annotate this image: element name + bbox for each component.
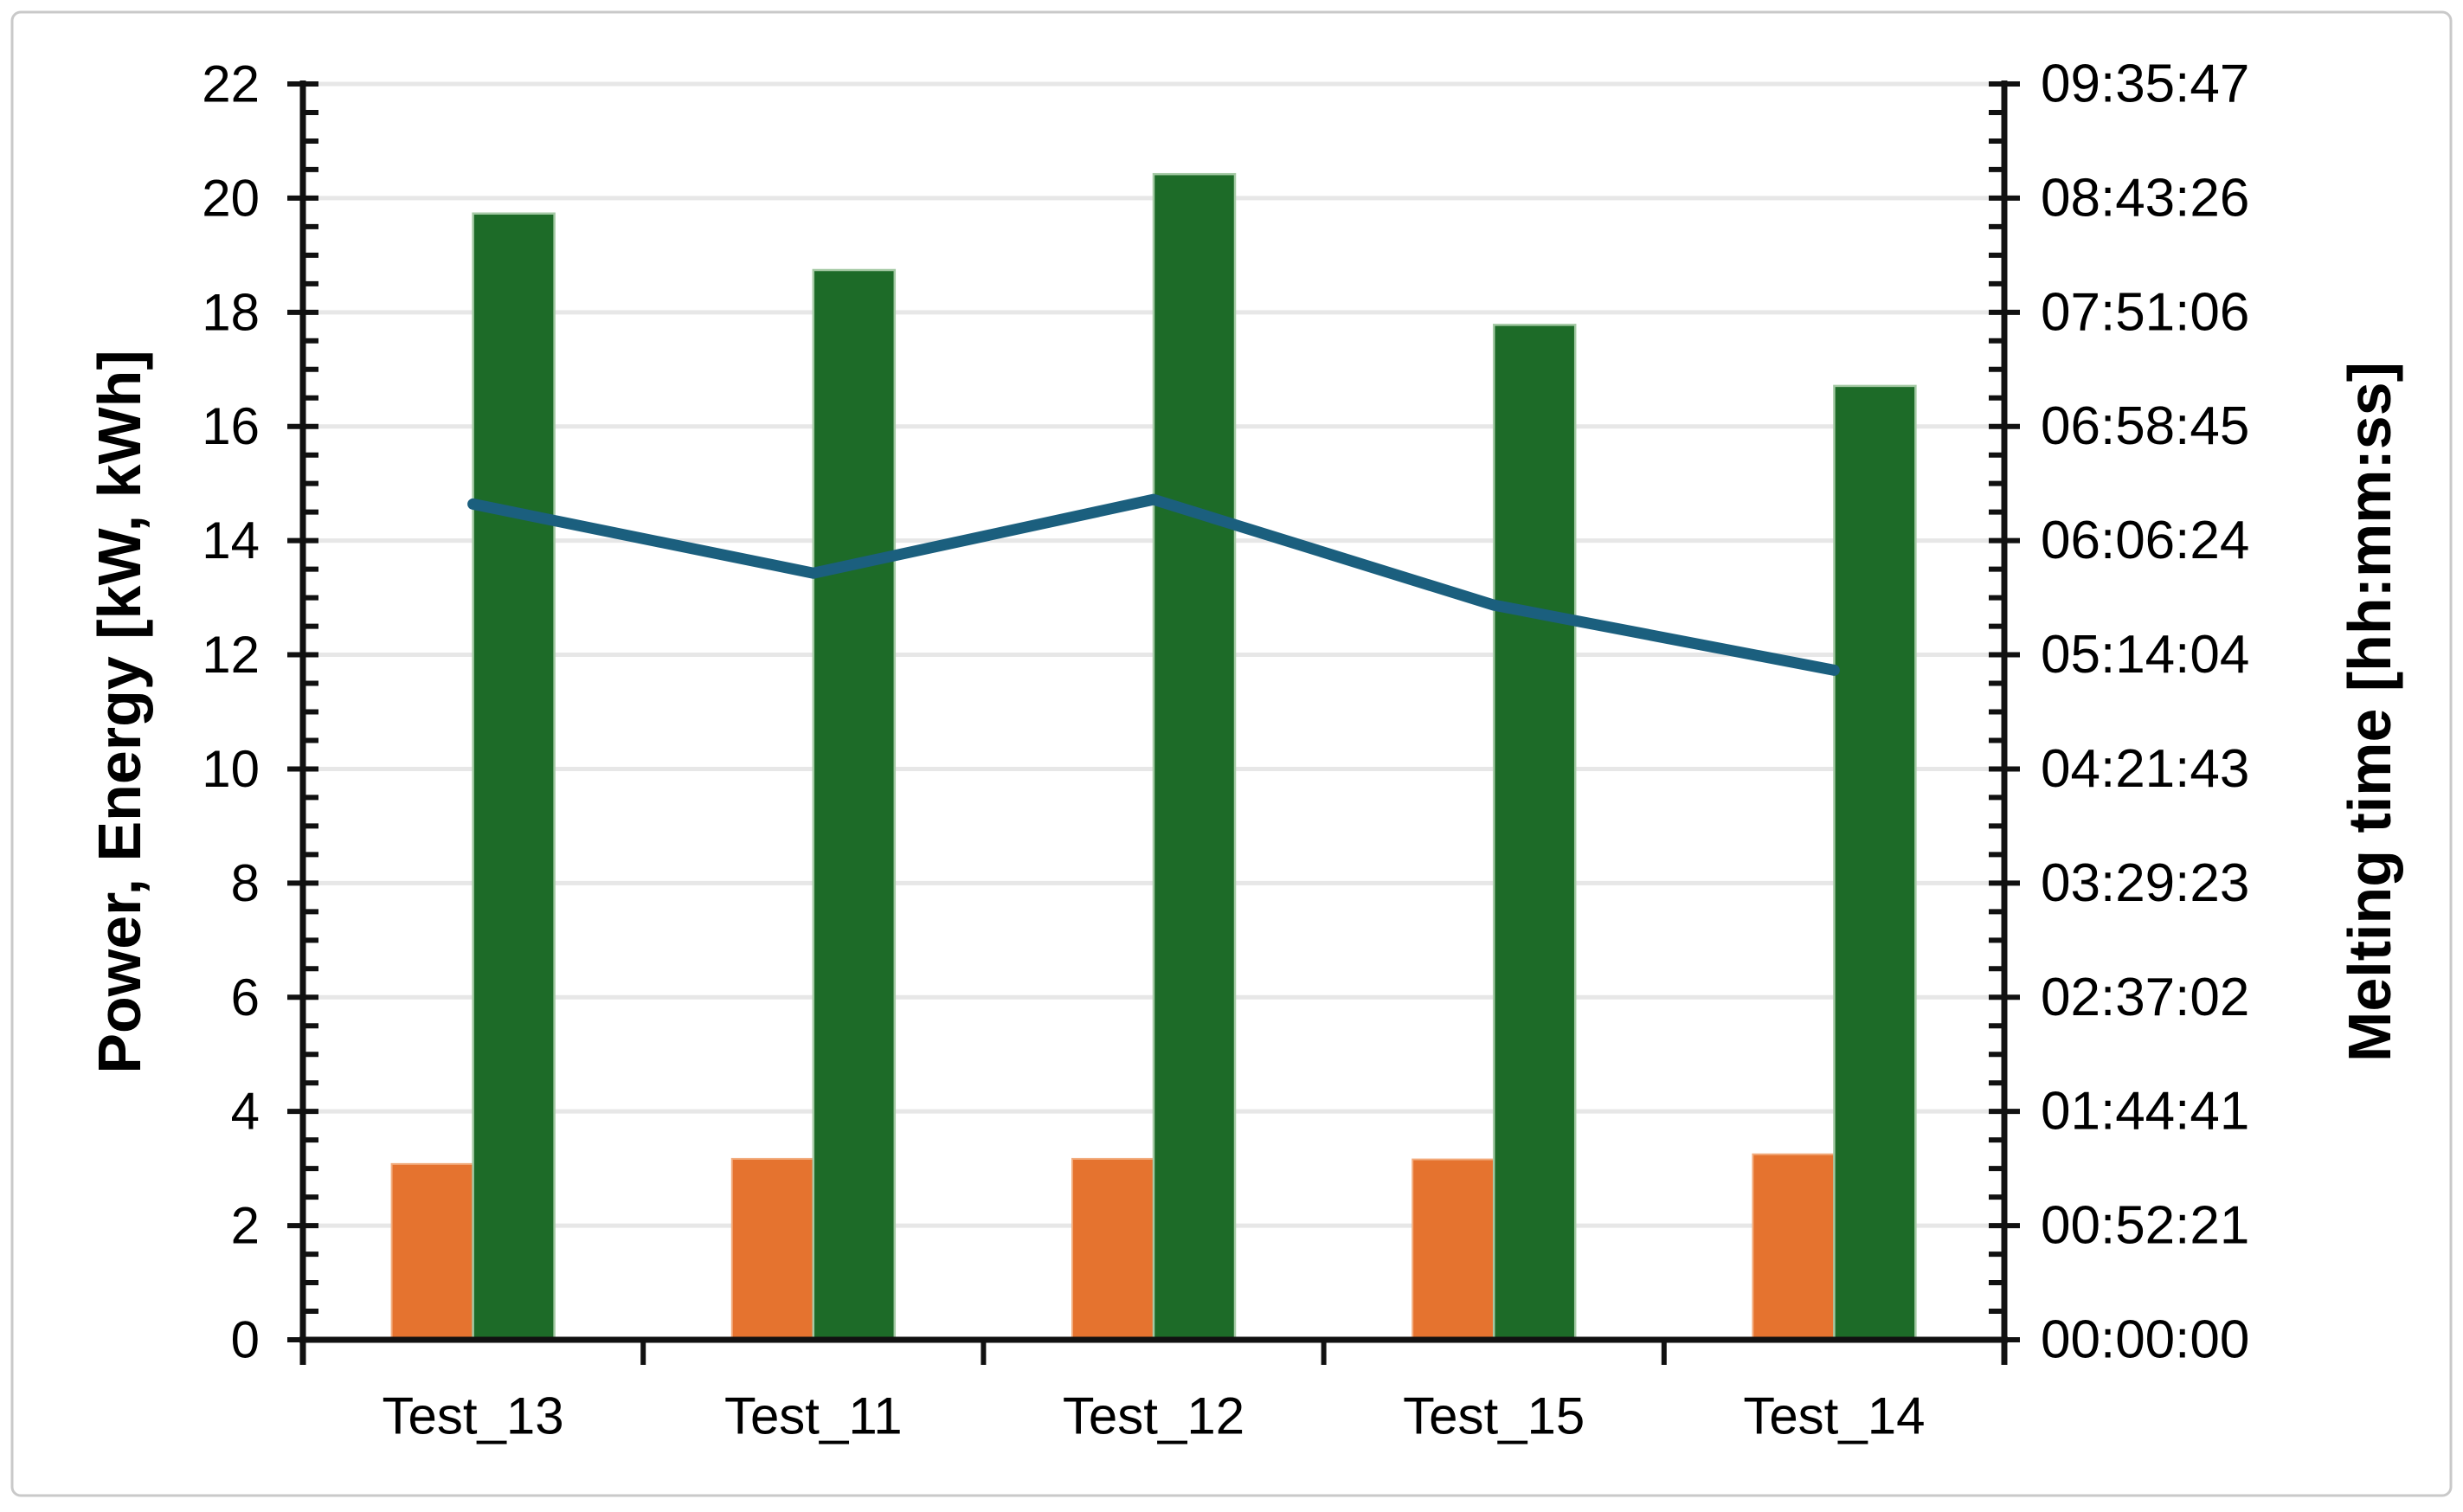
bar-orange-Test_14 [1752, 1153, 1836, 1341]
x-tick-label-Test_12: Test_12 [1063, 1387, 1244, 1445]
left-tick-label-6: 6 [231, 968, 260, 1026]
left-tick-label-16: 16 [202, 397, 260, 455]
x-tick-label-Test_13: Test_13 [383, 1387, 564, 1445]
left-tick-label-12: 12 [202, 626, 260, 684]
right-axis-title: Melting time [hh:mm:ss] [2336, 362, 2403, 1062]
right-tick-label-7: 03:29:23 [2041, 853, 2249, 913]
right-tick-label-3: 06:58:45 [2041, 396, 2249, 456]
bar-orange-Test_12 [1071, 1157, 1154, 1341]
bar-orange-Test_15 [1412, 1158, 1495, 1341]
right-tick-label-5: 05:14:04 [2041, 625, 2249, 685]
left-tick-label-10: 10 [202, 740, 260, 798]
right-tick-label-9: 01:44:41 [2041, 1082, 2249, 1142]
x-tick-label-Test_11: Test_11 [724, 1387, 903, 1445]
bar-orange-Test_13 [390, 1162, 474, 1341]
bar-green-Test_13 [472, 212, 556, 1341]
right-tick-label-10: 00:52:21 [2041, 1196, 2249, 1256]
right-tick-label-1: 08:43:26 [2041, 168, 2249, 228]
left-axis-title: Power, Energy [kW, kWh] [86, 350, 153, 1073]
bar-green-Test_14 [1833, 384, 1917, 1341]
left-tick-label-20: 20 [202, 169, 260, 227]
bar-green-Test_15 [1492, 324, 1577, 1341]
left-tick-label-0: 0 [231, 1311, 260, 1369]
x-tick-label-Test_14: Test_14 [1743, 1387, 1925, 1445]
left-tick-label-8: 8 [231, 854, 260, 912]
right-tick-label-6: 04:21:43 [2041, 739, 2249, 799]
left-tick-label-18: 18 [202, 283, 260, 341]
melting-time-line [467, 493, 1840, 676]
bar-orange-Test_11 [730, 1157, 814, 1341]
right-tick-label-2: 07:51:06 [2041, 282, 2249, 342]
right-tick-label-8: 02:37:02 [2041, 968, 2249, 1027]
left-tick-label-22: 22 [202, 55, 260, 113]
right-tick-label-4: 06:06:24 [2041, 511, 2249, 570]
left-tick-label-2: 2 [231, 1197, 260, 1255]
left-tick-label-4: 4 [231, 1083, 260, 1141]
right-tick-label-0: 09:35:47 [2041, 55, 2249, 114]
bar-green-Test_11 [812, 268, 897, 1341]
left-tick-label-14: 14 [202, 512, 260, 569]
x-tick-label-Test_15: Test_15 [1403, 1387, 1585, 1445]
right-tick-label-11: 00:00:00 [2041, 1310, 2249, 1370]
bar-green-Test_12 [1152, 172, 1237, 1341]
